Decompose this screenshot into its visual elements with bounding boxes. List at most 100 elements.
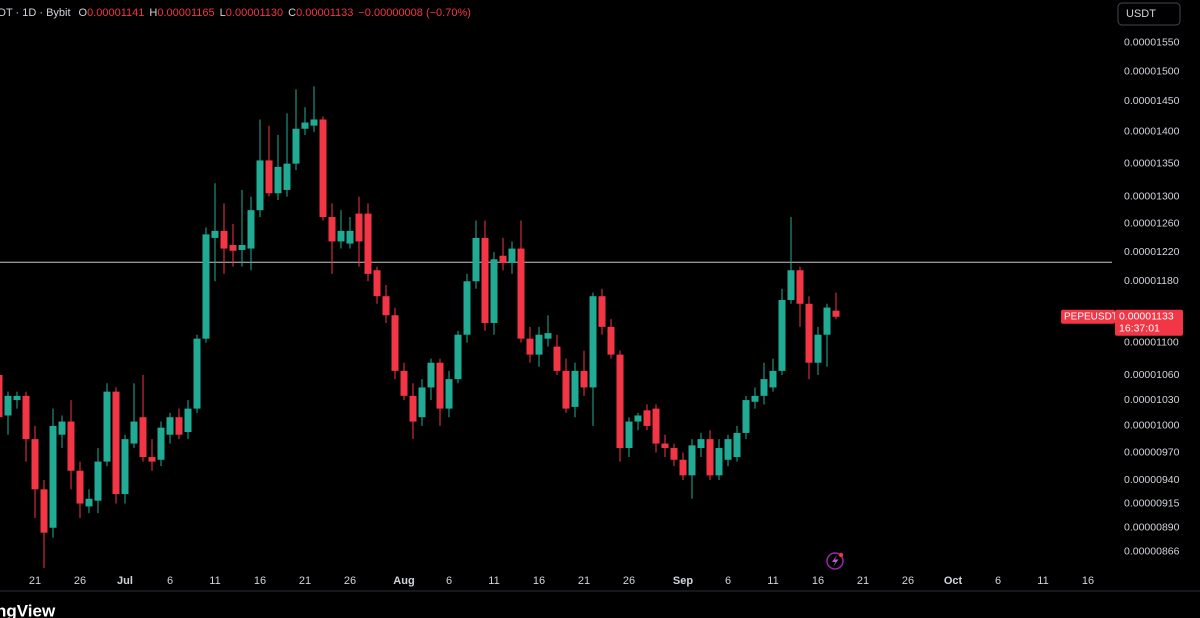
x-tick-label: 6	[167, 575, 173, 587]
x-tick-label: 21	[578, 575, 590, 587]
candle-body	[31, 439, 39, 490]
x-tick-label: Sep	[673, 575, 693, 587]
candle-body	[319, 119, 327, 218]
x-tick-label: 21	[299, 575, 311, 587]
candle-body	[301, 122, 309, 129]
ohlc-value: 0.00001165	[157, 7, 214, 19]
legend-header: DT · 1D · Bybit O0.00001141 H0.00001165 L0.…	[0, 7, 471, 19]
candle-body	[778, 299, 786, 371]
candle-body	[688, 445, 696, 476]
candle-body	[274, 166, 282, 194]
candle-body	[481, 237, 489, 323]
candle-body	[427, 362, 435, 388]
candle-body	[364, 213, 372, 274]
price-marker-symbol-bg	[1061, 309, 1115, 324]
x-tick-label: 11	[1037, 575, 1048, 587]
candle-body	[409, 395, 417, 422]
candle-body	[400, 370, 408, 396]
candle-body	[13, 395, 21, 401]
candle-body	[175, 417, 183, 435]
candle-body	[166, 417, 174, 435]
candle-body	[337, 230, 345, 242]
candle-body	[67, 421, 75, 471]
x-tick-label: 21	[29, 575, 41, 587]
x-tick-label: Oct	[944, 575, 963, 587]
candle-body	[760, 379, 768, 396]
candle-body	[544, 333, 552, 339]
candle-body	[58, 421, 66, 435]
currency-button[interactable]	[1117, 2, 1181, 26]
price-marker-countdown: 16:37:01	[1119, 323, 1160, 335]
y-tick-label: 0.00001550	[1124, 37, 1180, 49]
candle-body	[157, 427, 165, 460]
candle-body	[0, 374, 3, 418]
candle-body	[715, 448, 723, 476]
y-tick-label: 0.00000970	[1124, 446, 1180, 458]
ohlc-key: O	[79, 7, 88, 19]
candle-body	[247, 210, 255, 249]
candle-body	[94, 461, 102, 501]
x-tick-label: 6	[446, 575, 452, 587]
currency-button-label[interactable]: USDT	[1126, 8, 1156, 20]
candle-body	[526, 338, 534, 355]
ohlc-key: L	[220, 7, 226, 19]
candle-body	[310, 119, 318, 126]
candle-body	[121, 439, 129, 495]
y-tick-label: 0.00001350	[1124, 157, 1180, 169]
candle-body	[706, 439, 714, 476]
candle-body	[508, 248, 516, 263]
candle-body	[661, 443, 669, 449]
y-tick-label: 0.00001450	[1124, 95, 1180, 107]
x-tick-label: Aug	[393, 575, 414, 587]
candle-body	[751, 395, 759, 402]
x-tick-label: 26	[344, 575, 356, 587]
price-marker-bg	[1115, 309, 1183, 336]
candle-body	[49, 425, 57, 528]
candle-body	[832, 310, 840, 317]
candle-body	[238, 244, 246, 250]
x-tick-label: 11	[209, 575, 220, 587]
candle-body	[256, 160, 264, 211]
candle-body	[211, 230, 219, 238]
y-tick-label: 0.00001030	[1124, 394, 1180, 406]
y-tick-label: 0.00000940	[1124, 474, 1180, 486]
candle-body	[589, 296, 597, 388]
x-tick-label: 16	[812, 575, 824, 587]
candle-body	[697, 439, 705, 449]
candle-body	[814, 334, 822, 363]
candle-body	[265, 160, 273, 194]
ohlc-key: H	[149, 7, 157, 19]
plot-area	[0, 86, 1112, 568]
candle-body	[679, 459, 687, 476]
y-tick-label: 0.00001400	[1124, 126, 1180, 138]
candle-body	[472, 237, 480, 282]
candle-body	[76, 470, 84, 504]
ohlc-key: C	[288, 7, 296, 19]
y-tick-label: 0.00001220	[1124, 246, 1180, 258]
candle-body	[454, 334, 462, 380]
ohlc-value: 0.00001130	[226, 7, 283, 19]
candle-body	[796, 270, 804, 304]
events-icon[interactable]	[826, 552, 844, 570]
candle-body	[202, 234, 210, 339]
candle-body	[598, 296, 606, 327]
x-tick-label: 26	[902, 575, 914, 587]
candle-body	[787, 270, 795, 300]
candle-body	[112, 391, 120, 495]
candle-body	[634, 415, 642, 422]
x-tick-label: 16	[1082, 575, 1094, 587]
candle-body	[139, 417, 147, 458]
candle-body	[652, 408, 660, 444]
y-tick-label: 0.00000890	[1124, 522, 1180, 534]
candle-body	[490, 259, 498, 323]
candle-body	[805, 303, 813, 363]
candle-body	[517, 248, 525, 339]
x-tick-label: 6	[995, 575, 1001, 587]
candle-body	[373, 270, 381, 297]
candle-body	[463, 281, 471, 335]
candle-body	[184, 408, 192, 433]
x-tick-label: 26	[623, 575, 635, 587]
ohlc-value: 0.00001133	[296, 7, 353, 19]
candle-body	[346, 230, 354, 244]
y-tick-label: 0.00001000	[1124, 420, 1180, 432]
